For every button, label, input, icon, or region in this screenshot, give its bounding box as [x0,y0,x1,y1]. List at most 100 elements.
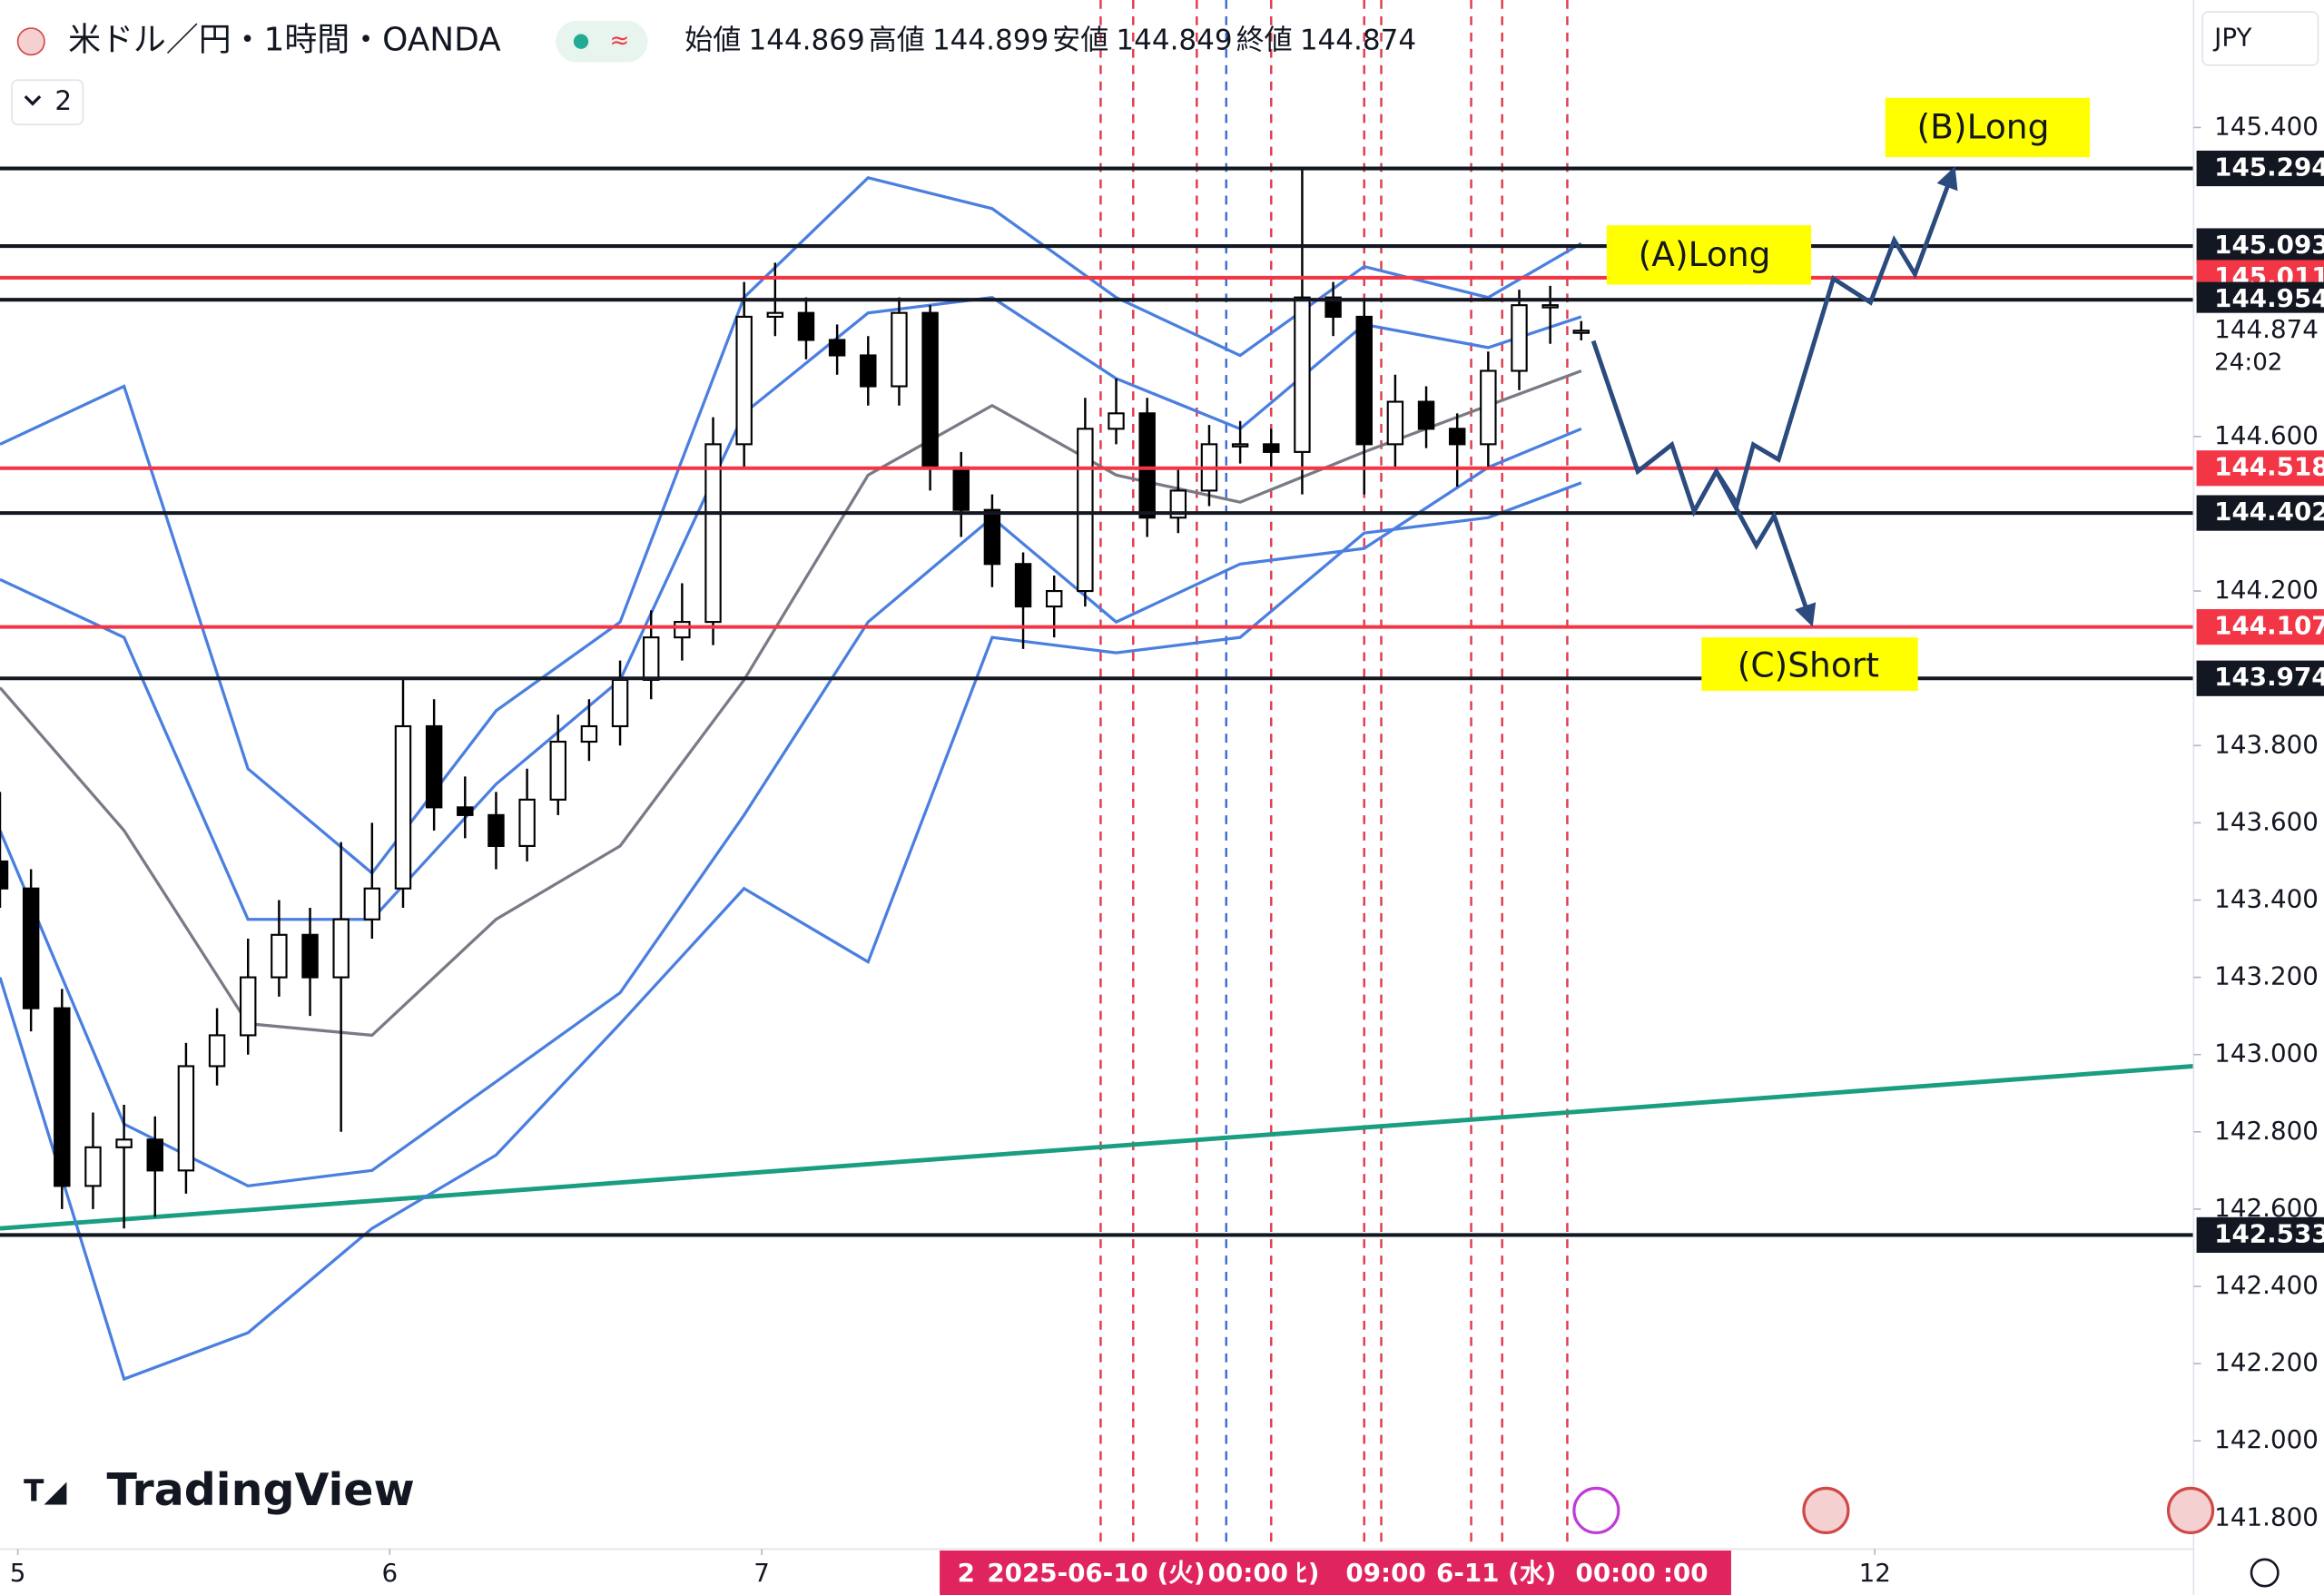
open-label: 始値 [684,25,741,57]
trendline [0,1064,2194,1231]
candle-body [1108,412,1125,430]
candle-body [580,724,598,743]
high-label: 高値 [869,25,925,57]
x-tick-label: 12 [1859,1558,1891,1588]
candle-body [1480,369,1497,446]
band-line [0,369,1582,1038]
candle-body [860,354,877,388]
status-icon: ≈ [610,27,630,54]
candle-body [611,678,629,728]
time-label: 00:00 [1208,1558,1288,1588]
y-tick-label: 144.200 [2214,575,2319,605]
candle-body [487,813,505,847]
time-label: 2 [958,1558,975,1588]
candle-body [425,724,443,809]
status-pill [556,20,648,63]
candle-body [983,508,1001,566]
candle-body [394,724,412,890]
crosshair-label [940,1551,1731,1595]
candle-body [1077,428,1094,593]
x-tick-label: 6 [381,1558,398,1588]
scenario-arrow [1590,166,1958,517]
high-value: 144.899 [932,25,1049,57]
annotation: (C)Short [1738,645,1879,684]
band-line [0,481,1582,1382]
band-line [0,175,1582,876]
brand: TradingView [107,1464,415,1516]
candle-body [1572,330,1590,334]
level-label-bg [2196,228,2324,264]
y-tick-label: 143.800 [2214,729,2319,759]
level-label: 144.954 [2214,283,2324,313]
level-label-bg [2196,1216,2324,1254]
candle-body [1263,443,1280,453]
event-icon[interactable] [1802,1486,1850,1535]
time-label: :00 [1663,1558,1709,1588]
candle-body [177,1065,195,1172]
candle-body [828,339,846,357]
time-label: 00:00 [1576,1558,1656,1588]
level-label-bg [2196,150,2324,187]
candle-body [208,1034,226,1068]
close-label: 終値 [1236,25,1293,57]
level-label: 145.093 [2214,230,2324,260]
price-label: 144.874 [2214,314,2319,344]
candle-body [363,887,381,921]
price-label-bg [2196,312,2324,381]
annotation: (A)Long [1639,234,1771,274]
event-icon[interactable] [1572,1486,1620,1535]
level-label-bg [2196,281,2324,318]
candle-body [1448,428,1466,446]
countdown: 24:02 [2214,350,2282,377]
candle-body [146,1138,163,1172]
candle-body [952,466,970,511]
candle-body [301,933,319,979]
scenario-arrow [1714,470,1817,627]
symbol-title: 米ドル／円・1時間・OANDA [68,22,501,59]
y-tick-label: 143.000 [2214,1039,2319,1068]
candle-body [766,311,784,318]
level-label: 142.533 [2214,1218,2324,1248]
candle-body [54,1007,71,1187]
indicator-toggle[interactable] [11,79,84,125]
candle-body [1294,296,1311,453]
currency-button[interactable] [2201,11,2319,66]
candle-body [797,311,815,341]
band-line [0,296,1582,921]
y-tick-label: 143.600 [2214,806,2319,836]
candle-body [1417,400,1435,430]
y-tick-label: 144.600 [2214,420,2319,450]
annotation-box [1701,637,1918,691]
level-label-bg [2196,450,2324,487]
time-label: 09:00 [1345,1558,1425,1588]
annotation-box [1606,225,1812,285]
candle-body [1541,304,1559,309]
annotation-box [1885,97,2091,158]
candle-body [0,860,9,890]
time-label: 6-11 (水) [1436,1558,1556,1588]
close-value: 144.874 [1300,25,1416,57]
candle-body [921,311,939,468]
flag-icon [16,27,45,56]
level-label: 144.518 [2214,452,2324,482]
candle-body [115,1138,133,1148]
settings-icon[interactable] [2250,1558,2280,1588]
y-tick-label: 142.400 [2214,1270,2319,1300]
candle-body [1231,443,1249,448]
candle-body [1324,296,1342,318]
candle-body [1045,590,1063,608]
candle-body [1138,412,1156,519]
candle-body [84,1146,102,1187]
y-tick-label: 142.800 [2214,1116,2319,1146]
event-icon[interactable] [2166,1486,2215,1535]
y-tick-label: 142.200 [2214,1347,2319,1377]
low-value: 144.849 [1116,25,1232,57]
currency: JPY [2212,22,2251,52]
candle-body [239,976,257,1037]
level-label: 144.107 [2214,611,2324,641]
y-tick-label: 145.400 [2214,111,2319,141]
level-label: 143.974 [2214,662,2324,692]
x-tick-label: 7 [753,1558,770,1588]
